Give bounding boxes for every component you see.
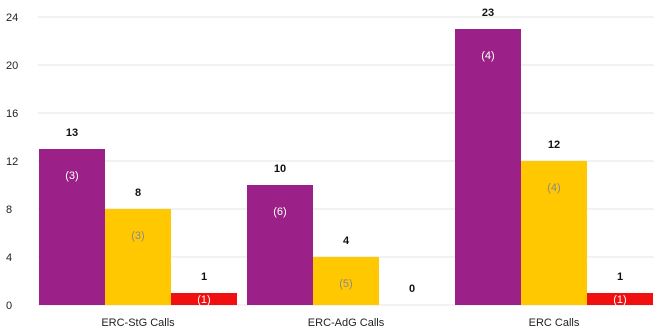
data-labels: 13 (3) 8 (3) 1 (1) 10 (6) 4 (5) 0 23 (4) 12 (4) 1 (1) [65,7,626,306]
bar [455,29,521,305]
value-label: 0 [409,283,415,295]
category-label: ERC-AdG Calls [308,317,385,329]
value-label: 4 [343,235,350,247]
y-axis: 0 4 8 12 16 20 24 [6,12,18,312]
bar [171,293,237,305]
bar [313,257,379,305]
y-tick-label: 0 [6,300,12,312]
y-tick-label: 8 [6,204,12,216]
bar [39,149,105,305]
bar [521,161,587,305]
category-label: ERC-StG Calls [101,317,175,329]
bar [105,209,171,305]
y-tick-label: 24 [6,12,18,24]
inner-count-label: (3) [65,170,78,182]
inner-count-label: (1) [613,294,626,306]
inner-count-label: (5) [339,278,352,290]
y-tick-label: 16 [6,108,18,120]
value-label: 10 [274,163,286,175]
value-label: 12 [548,139,560,151]
x-axis: ERC-StG Calls ERC-AdG Calls ERC Calls [101,317,580,329]
y-tick-label: 20 [6,60,18,72]
bars [39,29,653,305]
bar [587,293,653,305]
y-tick-label: 4 [6,252,12,264]
inner-count-label: (4) [481,50,494,62]
category-label: ERC Calls [529,317,580,329]
y-tick-label: 12 [6,156,18,168]
inner-count-label: (6) [273,206,286,218]
value-label: 8 [135,187,141,199]
value-label: 13 [66,127,78,139]
value-label: 23 [482,7,494,19]
bar [247,185,313,305]
inner-count-label: (4) [547,182,560,194]
inner-count-label: (3) [131,230,144,242]
value-label: 1 [201,271,207,283]
inner-count-label: (1) [197,294,210,306]
value-label: 1 [617,271,623,283]
